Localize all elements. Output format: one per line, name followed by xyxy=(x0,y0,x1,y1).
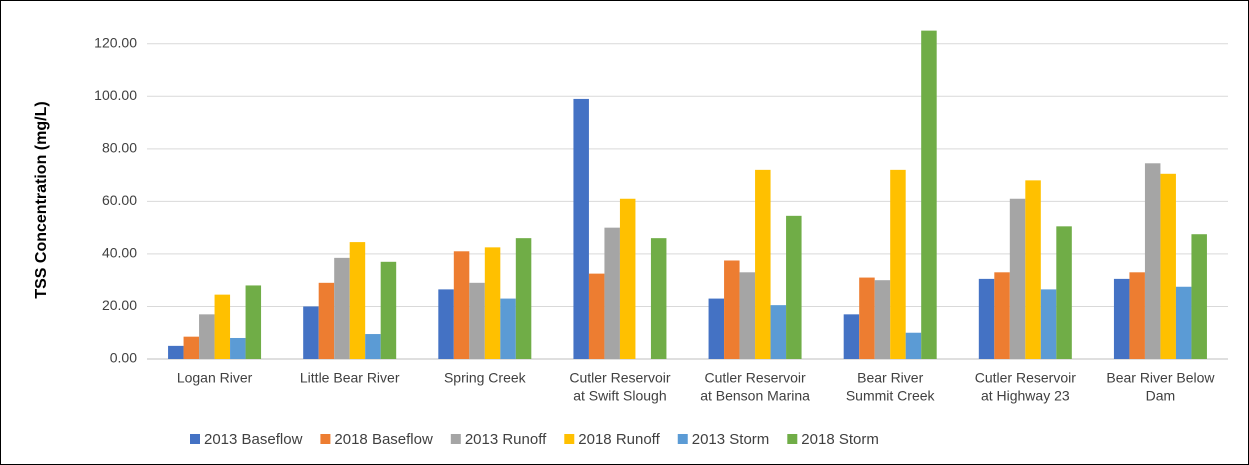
y-tick-label: 20.00 xyxy=(102,297,137,313)
bar xyxy=(500,298,516,359)
x-tick-label: Little Bear River xyxy=(300,370,400,386)
bar xyxy=(438,289,454,359)
bar xyxy=(708,298,725,359)
x-tick-label: at Swift Slough xyxy=(573,388,666,404)
bar xyxy=(770,305,787,359)
bar xyxy=(588,273,605,359)
bar xyxy=(786,215,802,359)
bar xyxy=(469,282,485,359)
bar xyxy=(978,278,995,359)
bar xyxy=(890,169,906,359)
legend-label: 2013 Baseflow xyxy=(204,431,303,448)
y-tick-label: 60.00 xyxy=(102,192,137,208)
legend-swatch xyxy=(190,434,200,444)
bar xyxy=(874,280,891,359)
legend-label: 2018 Baseflow xyxy=(334,431,433,448)
bar xyxy=(484,247,501,359)
bar xyxy=(604,227,620,359)
bar xyxy=(318,282,335,359)
legend-label: 2018 Storm xyxy=(801,431,879,448)
x-tick-label: at Highway 23 xyxy=(981,388,1070,404)
bar xyxy=(724,260,740,359)
bar xyxy=(994,272,1010,359)
bar xyxy=(303,306,319,359)
legend-label: 2013 Runoff xyxy=(465,431,547,448)
x-tick-label: Bear River Below xyxy=(1106,370,1215,386)
legend-swatch xyxy=(320,434,331,444)
bar xyxy=(1160,173,1176,359)
y-tick-label: 120.00 xyxy=(94,34,137,50)
bar xyxy=(1040,289,1057,359)
x-tick-label: Dam xyxy=(1146,388,1176,404)
x-tick-label: Spring Creek xyxy=(444,370,527,386)
bar xyxy=(1025,180,1041,359)
x-tick-label: Bear River xyxy=(857,370,923,386)
bar xyxy=(453,251,470,359)
bar xyxy=(739,272,756,359)
x-tick-label: Summit Creek xyxy=(846,388,936,404)
legend-label: 2018 Runoff xyxy=(578,431,660,448)
x-tick-label: Cutler Reservoir xyxy=(975,370,1076,386)
bar xyxy=(199,314,215,359)
bar xyxy=(1009,198,1026,359)
x-tick-label: Cutler Reservoir xyxy=(569,370,670,386)
bar xyxy=(245,285,262,359)
bar xyxy=(1113,278,1130,359)
bar xyxy=(349,242,366,359)
bar xyxy=(168,345,184,359)
y-tick-label: 80.00 xyxy=(102,140,137,156)
bar xyxy=(1191,234,1207,359)
bar xyxy=(380,261,397,359)
y-tick-label: 100.00 xyxy=(94,87,137,103)
bar xyxy=(650,238,667,359)
bar xyxy=(1175,286,1192,359)
x-tick-label: Cutler Reservoir xyxy=(704,370,805,386)
bar xyxy=(1129,272,1145,359)
bar xyxy=(843,314,860,359)
y-axis-title: TSS Concentration (mg/L) xyxy=(33,101,50,298)
bar xyxy=(334,257,350,359)
bar xyxy=(365,334,381,359)
x-tick-label: Logan River xyxy=(177,370,253,386)
bar xyxy=(859,277,875,359)
legend-swatch xyxy=(787,434,798,444)
bar xyxy=(515,238,532,359)
legend-swatch xyxy=(677,434,688,444)
bar xyxy=(619,198,636,359)
bar xyxy=(755,169,771,359)
bar xyxy=(921,30,937,359)
bar xyxy=(230,337,246,359)
bar xyxy=(1144,163,1161,359)
legend-label: 2013 Storm xyxy=(692,431,770,448)
x-tick-label: at Benson Marina xyxy=(700,388,810,404)
bar xyxy=(1056,226,1072,359)
bar xyxy=(214,294,231,359)
bar xyxy=(573,98,589,359)
y-tick-label: 0.00 xyxy=(110,350,137,366)
bar xyxy=(183,336,200,359)
legend-swatch xyxy=(450,434,461,444)
legend-swatch xyxy=(564,434,575,444)
bar xyxy=(905,332,922,359)
y-tick-label: 40.00 xyxy=(102,245,137,261)
